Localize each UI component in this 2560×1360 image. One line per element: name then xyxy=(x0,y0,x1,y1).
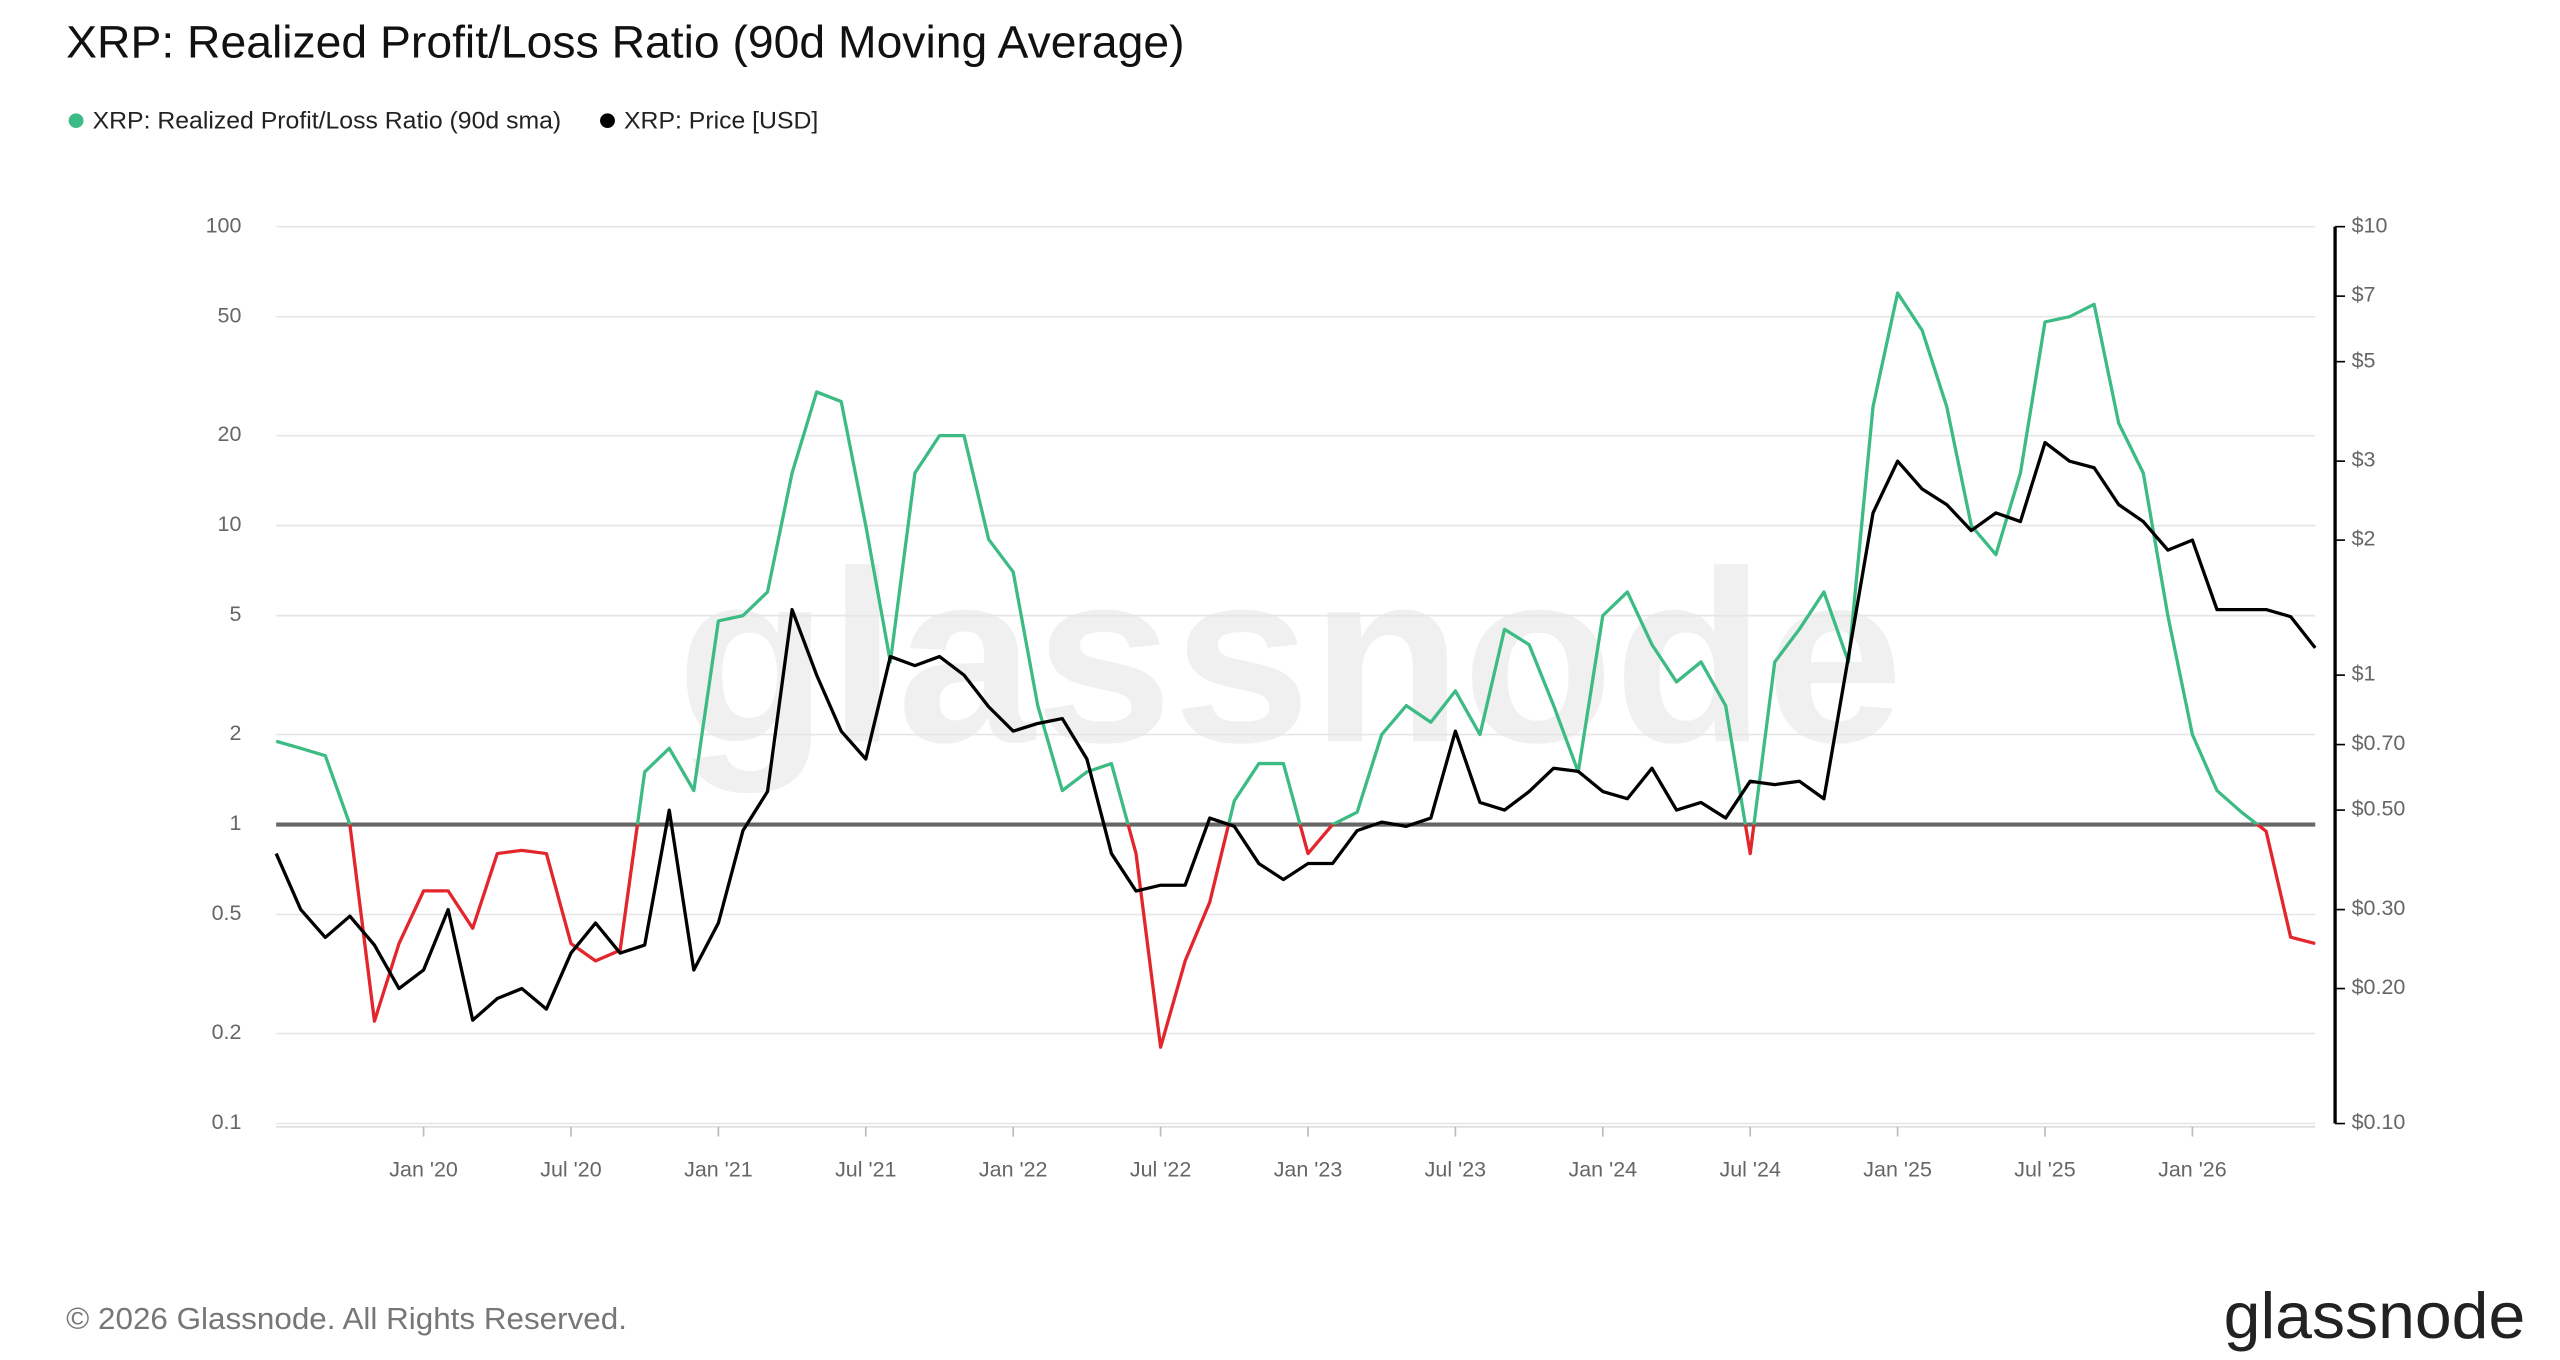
y2-tick-label: $0.30 xyxy=(2352,896,2406,920)
x-tick-label: Jul '20 xyxy=(540,1158,602,1182)
legend-marker xyxy=(600,113,615,129)
y2-tick-label: $5 xyxy=(2352,348,2376,372)
copyright: © 2026 Glassnode. All Rights Reserved. xyxy=(66,1301,627,1336)
y2-tick-label: $0.50 xyxy=(2352,797,2406,821)
y-tick-label: 50 xyxy=(218,303,242,327)
legend-marker xyxy=(68,113,84,129)
x-tick-label: Jan '25 xyxy=(1863,1158,1932,1182)
x-tick-label: Jan '21 xyxy=(684,1158,753,1182)
legend-label: XRP: Realized Profit/Loss Ratio (90d sma… xyxy=(93,108,562,135)
y-tick-label: 5 xyxy=(229,602,241,626)
y2-tick-label: $0.70 xyxy=(2352,731,2406,755)
y2-tick-label: $0.20 xyxy=(2352,975,2406,999)
x-tick-label: Jul '24 xyxy=(1719,1158,1781,1182)
chart-title: XRP: Realized Profit/Loss Ratio (90d Mov… xyxy=(66,16,1184,68)
y2-tick-label: $10 xyxy=(2352,213,2388,237)
y2-tick-label: $1 xyxy=(2352,662,2376,686)
x-tick-label: Jan '26 xyxy=(2158,1158,2227,1182)
y-tick-label: 10 xyxy=(218,512,242,536)
y2-tick-label: $3 xyxy=(2352,448,2376,472)
y-tick-label: 0.1 xyxy=(212,1110,242,1134)
watermark: glassnode xyxy=(677,521,1904,794)
y-tick-label: 20 xyxy=(218,422,242,446)
y-tick-label: 100 xyxy=(206,213,242,237)
y-tick-label: 2 xyxy=(229,721,241,745)
y-tick-label: 0.5 xyxy=(212,901,242,925)
y-tick-label: 1 xyxy=(229,811,241,835)
y2-tick-label: $2 xyxy=(2352,527,2376,551)
x-tick-label: Jan '24 xyxy=(1569,1158,1638,1182)
x-tick-label: Jan '22 xyxy=(979,1158,1048,1182)
y2-tick-label: $0.10 xyxy=(2352,1110,2406,1134)
x-tick-label: Jul '22 xyxy=(1130,1158,1191,1182)
x-tick-label: Jan '20 xyxy=(389,1158,458,1182)
series-line xyxy=(274,440,2317,1022)
x-tick-label: Jan '23 xyxy=(1274,1158,1343,1182)
legend-label: XRP: Price [USD] xyxy=(624,108,818,135)
x-tick-label: Jul '23 xyxy=(1425,1158,1486,1182)
y-tick-label: 0.2 xyxy=(212,1020,242,1044)
series-line xyxy=(275,291,2316,1049)
x-tick-label: Jul '21 xyxy=(835,1158,896,1182)
x-tick-label: Jul '25 xyxy=(2014,1158,2075,1182)
logo: glassnode xyxy=(2224,1280,2526,1352)
y2-tick-label: $7 xyxy=(2352,283,2376,307)
